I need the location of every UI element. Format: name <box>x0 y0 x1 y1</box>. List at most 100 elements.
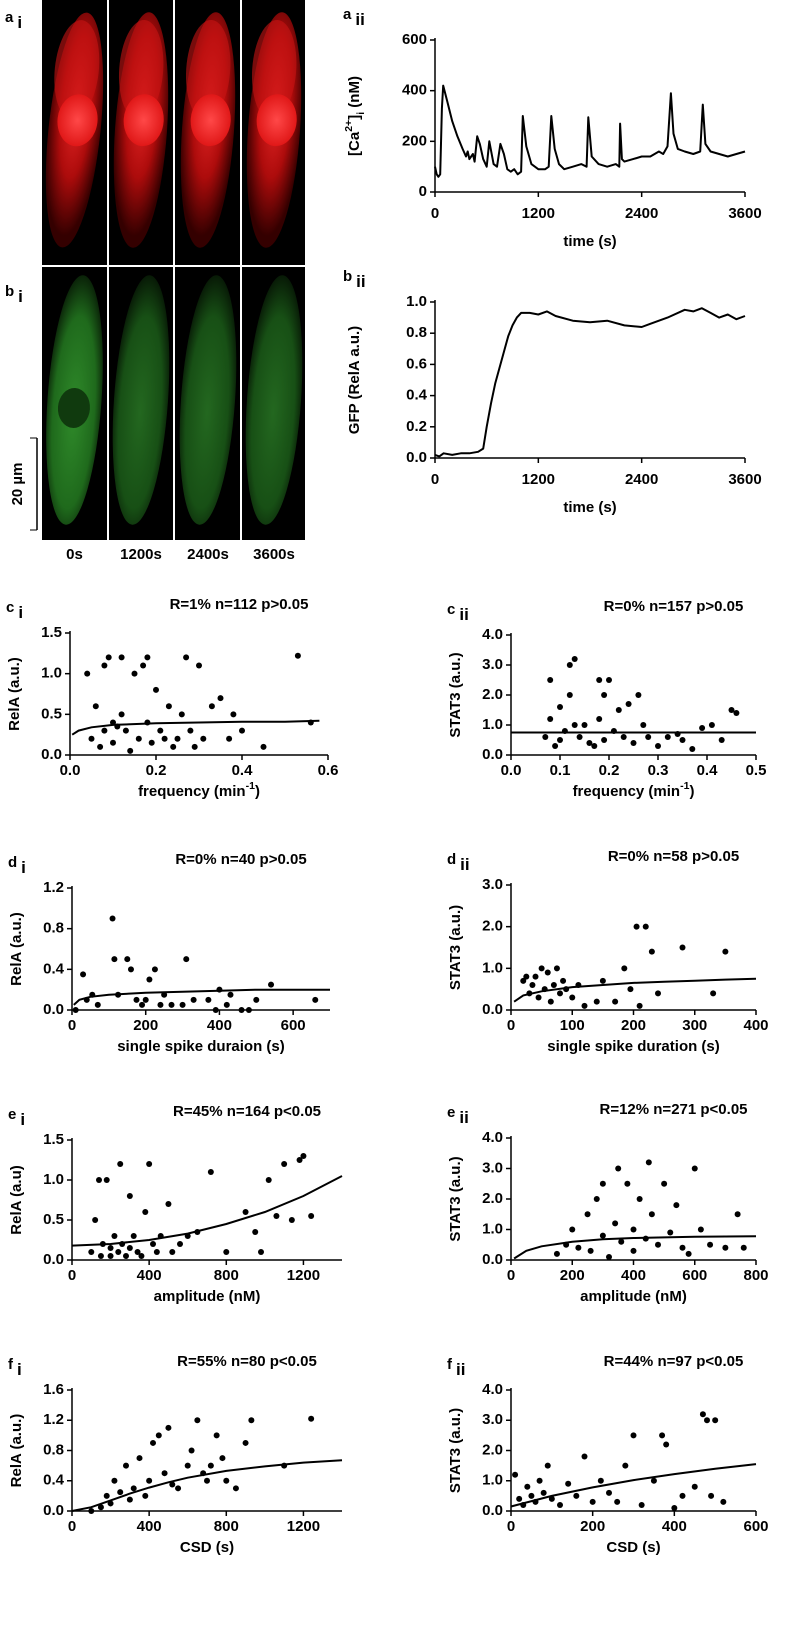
point <box>219 1455 226 1462</box>
nucleus <box>256 94 297 147</box>
point <box>88 1249 95 1255</box>
point <box>615 707 622 713</box>
point <box>553 965 560 972</box>
panel-sub: ii <box>459 605 468 624</box>
panel-label: f ii <box>447 1356 465 1380</box>
y-tick-label: 0.4 <box>406 387 428 404</box>
panel-letter: b <box>5 283 14 300</box>
x-tick-label: 0.5 <box>746 762 767 779</box>
point <box>84 670 91 677</box>
cell-body <box>112 275 170 525</box>
point <box>625 701 632 707</box>
point <box>636 1196 643 1202</box>
point <box>557 737 563 743</box>
y-tick-label: 0 <box>419 183 427 200</box>
point <box>560 977 567 984</box>
y-axis-label: RelA (a.u.) <box>8 912 25 986</box>
point <box>691 1483 698 1490</box>
point <box>621 965 628 972</box>
y-axis-label: RelA (a.u) <box>8 1165 25 1234</box>
time-label: 2400s <box>187 546 229 563</box>
y-tick-label: 1.0 <box>406 293 427 310</box>
panel-sub: i <box>21 858 26 877</box>
point <box>174 735 181 742</box>
trace <box>434 84 746 178</box>
panel-label: b ii <box>343 268 366 292</box>
point <box>115 1249 122 1255</box>
label-part: -1 <box>680 780 689 792</box>
point <box>636 1002 643 1009</box>
point <box>101 727 108 734</box>
point <box>575 1244 582 1251</box>
point <box>615 1165 622 1172</box>
point <box>135 735 142 742</box>
point <box>697 1226 704 1233</box>
point <box>88 1508 95 1514</box>
point <box>547 998 554 1005</box>
x-tick-label: 0.2 <box>599 762 620 779</box>
point <box>150 1439 156 1446</box>
x-tick-label: 3600 <box>728 471 761 488</box>
y-tick-label: 200 <box>402 132 427 149</box>
point <box>239 727 245 734</box>
point <box>620 734 627 740</box>
point <box>242 1439 249 1446</box>
y-axis-label: RelA (a.u.) <box>8 1414 25 1488</box>
x-axis-label: single spike duration (s) <box>547 1038 720 1055</box>
panel-sub: i <box>17 1360 22 1379</box>
point <box>565 1480 572 1487</box>
x-tick-label: 3600 <box>728 205 761 222</box>
y-tick-label: 0.0 <box>406 449 427 466</box>
point <box>175 1485 182 1492</box>
panel-sub: i <box>18 287 23 306</box>
point <box>308 1213 315 1219</box>
y-tick-label: 2.0 <box>482 686 503 703</box>
red-cell <box>180 12 236 248</box>
y-tick-label: 0.4 <box>43 960 65 977</box>
point <box>131 670 138 677</box>
point <box>204 1477 210 1484</box>
cell-arm <box>54 20 100 120</box>
panel-sub: i <box>20 1110 25 1129</box>
point <box>622 1462 629 1469</box>
point <box>92 703 99 710</box>
x-tick-label: 200 <box>621 1017 646 1034</box>
point <box>532 973 539 980</box>
point <box>165 1424 172 1431</box>
point <box>179 1001 186 1008</box>
stats-annotation: R=0% n=157 p>0.05 <box>604 598 744 615</box>
cell-arm <box>185 19 231 120</box>
point <box>589 1498 596 1505</box>
point <box>612 998 619 1005</box>
y-tick-label: 4.0 <box>482 1129 503 1146</box>
y-axis-label: STAT3 (a.u.) <box>447 652 464 737</box>
point <box>133 996 140 1003</box>
x-tick-label: 100 <box>560 1017 585 1034</box>
point <box>624 1180 631 1187</box>
point <box>165 1201 172 1207</box>
x-tick-label: 200 <box>580 1518 605 1535</box>
point <box>645 1159 652 1166</box>
point <box>599 1232 606 1239</box>
point <box>596 677 603 683</box>
point <box>664 734 671 740</box>
point <box>722 948 729 955</box>
y-tick-label: 0.0 <box>482 1001 503 1018</box>
point <box>587 1247 594 1254</box>
x-tick-label: 0.6 <box>318 762 339 779</box>
point <box>161 735 168 742</box>
point <box>569 994 576 1001</box>
point <box>232 1485 239 1492</box>
point <box>671 1504 678 1511</box>
panel-sub: ii <box>459 1108 468 1127</box>
panel-sub: ii <box>355 10 364 29</box>
point <box>557 704 563 710</box>
point <box>663 1441 670 1448</box>
point <box>648 948 655 955</box>
point <box>591 743 598 749</box>
y-tick-label: 1.0 <box>482 716 503 733</box>
point <box>196 662 202 669</box>
y-tick-label: 0.0 <box>482 1502 503 1519</box>
